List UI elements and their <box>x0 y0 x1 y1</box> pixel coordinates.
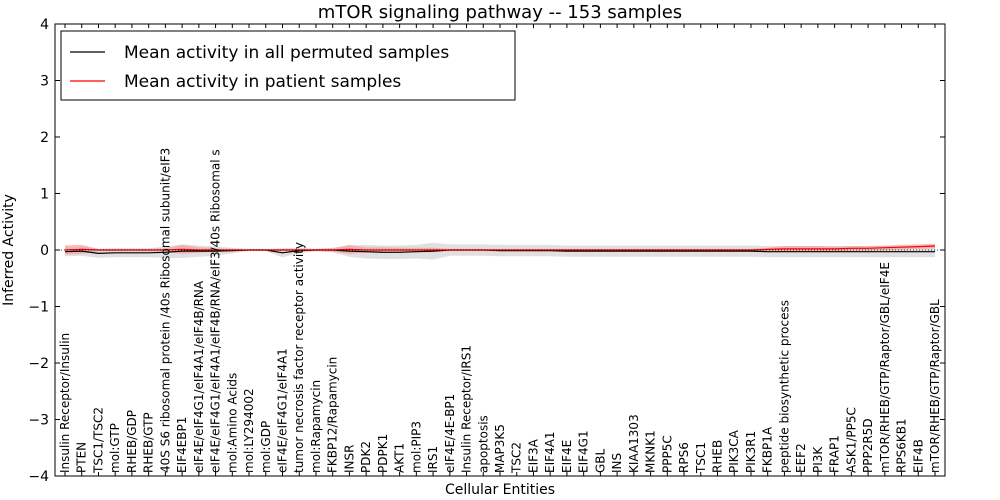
x-tick-label: RHEB/GDP <box>125 410 139 473</box>
legend-label-series-1: Mean activity in all permuted samples <box>124 43 449 63</box>
x-tick-label: EEF2 <box>794 443 808 473</box>
legend: Mean activity in all permuted samples Mea… <box>60 30 516 101</box>
x-tick-label: RHEB/GTP <box>142 412 156 473</box>
x-tick-label: FKBP12/Rapamycin <box>326 357 340 473</box>
x-tick-label: eIF4E/eIF4G1/eIF4A1/eIF4B/RNA/eIF3/40s R… <box>209 149 223 473</box>
x-tick-label: RPS6 <box>677 442 691 473</box>
x-tick-label: tumor necrosis factor receptor activity <box>292 242 306 473</box>
x-tick-label: PTEN <box>75 442 89 473</box>
x-tick-label: MAP3K5 <box>493 424 507 473</box>
x-tick-label: INSR <box>342 445 356 473</box>
x-tick-label: mol:LY294002 <box>242 388 256 473</box>
x-tick-label: TSC1 <box>694 442 708 474</box>
y-tick-label: 1 <box>40 187 49 203</box>
x-axis-label: Cellular Entities <box>445 482 555 498</box>
y-tick-label: −3 <box>28 413 49 429</box>
y-tick-label: −1 <box>28 300 49 316</box>
x-tick-label: mTOR/RHEB/GTP/Raptor/GBL <box>928 299 942 473</box>
x-tick-label: mol:PIP3 <box>409 421 423 473</box>
x-tick-label: EIF3A <box>527 438 541 473</box>
x-tick-label: AKT1 <box>393 443 407 473</box>
x-tick-label: FRAP1 <box>828 435 842 473</box>
x-tick-label: PIK3CA <box>727 429 741 473</box>
x-tick-label: EIF4G1 <box>577 430 591 473</box>
x-tick-label: INS <box>610 453 624 473</box>
x-tick-label: mol:Rapamycin <box>309 380 323 473</box>
x-tick-label: EIF4B <box>911 439 925 473</box>
legend-box <box>60 30 516 101</box>
x-tick-label: eIF4E/4E-BP1 <box>443 394 457 473</box>
legend-label-series-2: Mean activity in patient samples <box>124 72 401 92</box>
x-tick-label: mol:GTP <box>108 423 122 473</box>
x-tick-label: MKNK1 <box>644 430 658 473</box>
y-tick-label: 4 <box>40 17 49 33</box>
x-tick-labels: Insulin Receptor/Insulin PTEN TSC1/TSC2 mol… <box>58 148 942 474</box>
axes: −4 −3 −2 −1 0 1 2 3 4 <box>28 17 946 485</box>
x-tick-label: EIF4EBP1 <box>175 417 189 473</box>
x-tick-label: PPP2R5D <box>861 418 875 473</box>
x-tick-label: PIK3R1 <box>744 431 758 473</box>
x-tick-label: RHEB <box>711 440 725 473</box>
y-tick-label: 0 <box>40 243 49 259</box>
x-tick-label: PPP5C <box>660 435 674 473</box>
x-tick-label: PDPK1 <box>376 434 390 473</box>
x-tick-label: apoptosis <box>476 415 490 473</box>
x-tick-label: eIF4E/eIF4G1/eIF4A1/eIF4B/RNA <box>192 280 206 473</box>
chart-title: mTOR signaling pathway -- 153 samples <box>318 2 682 23</box>
y-tick-label: 3 <box>40 74 49 90</box>
x-tick-label: GBL <box>593 448 607 473</box>
x-tick-label: RPS6KB1 <box>895 418 909 473</box>
y-tick-label: 2 <box>40 130 49 146</box>
x-tick-label: mol:Amino Acids <box>225 373 239 473</box>
x-tick-label: EIF4E <box>560 440 574 473</box>
x-tick-label: ASK1/PP5C <box>844 407 858 473</box>
x-tick-label: Insulin Receptor/IRS1 <box>460 345 474 473</box>
x-tick-label: mTOR/RHEB/GTP/Raptor/GBL/eIF4E <box>878 262 892 473</box>
y-axis-label: Inferred Activity <box>1 194 17 306</box>
y-tick-label: −4 <box>28 469 49 485</box>
x-tick-label: TSC1/TSC2 <box>92 407 106 474</box>
y-tick-label: −2 <box>28 356 49 372</box>
x-tick-label: IRS1 <box>426 446 440 473</box>
x-tick-label: PDK2 <box>359 441 373 473</box>
confidence-band-series-2 <box>65 243 935 255</box>
x-tick-label: eIF4E/eIF4G1/eIF4A1 <box>276 348 290 473</box>
x-tick-label: KIAA1303 <box>627 414 641 473</box>
x-tick-label: Insulin Receptor/Insulin <box>58 333 72 473</box>
x-tick-label: peptide biosynthetic process <box>777 300 791 473</box>
x-tick-label: 40S S6 ribosomal protein /40s Ribosomal … <box>158 148 172 473</box>
x-tick-label: EIF4A1 <box>543 431 557 473</box>
x-tick-label: PI3K <box>811 446 825 473</box>
x-tick-label: mol:GDP <box>259 421 273 473</box>
x-tick-label: FKBP1A <box>761 426 775 473</box>
x-tick-label: TSC2 <box>510 442 524 474</box>
